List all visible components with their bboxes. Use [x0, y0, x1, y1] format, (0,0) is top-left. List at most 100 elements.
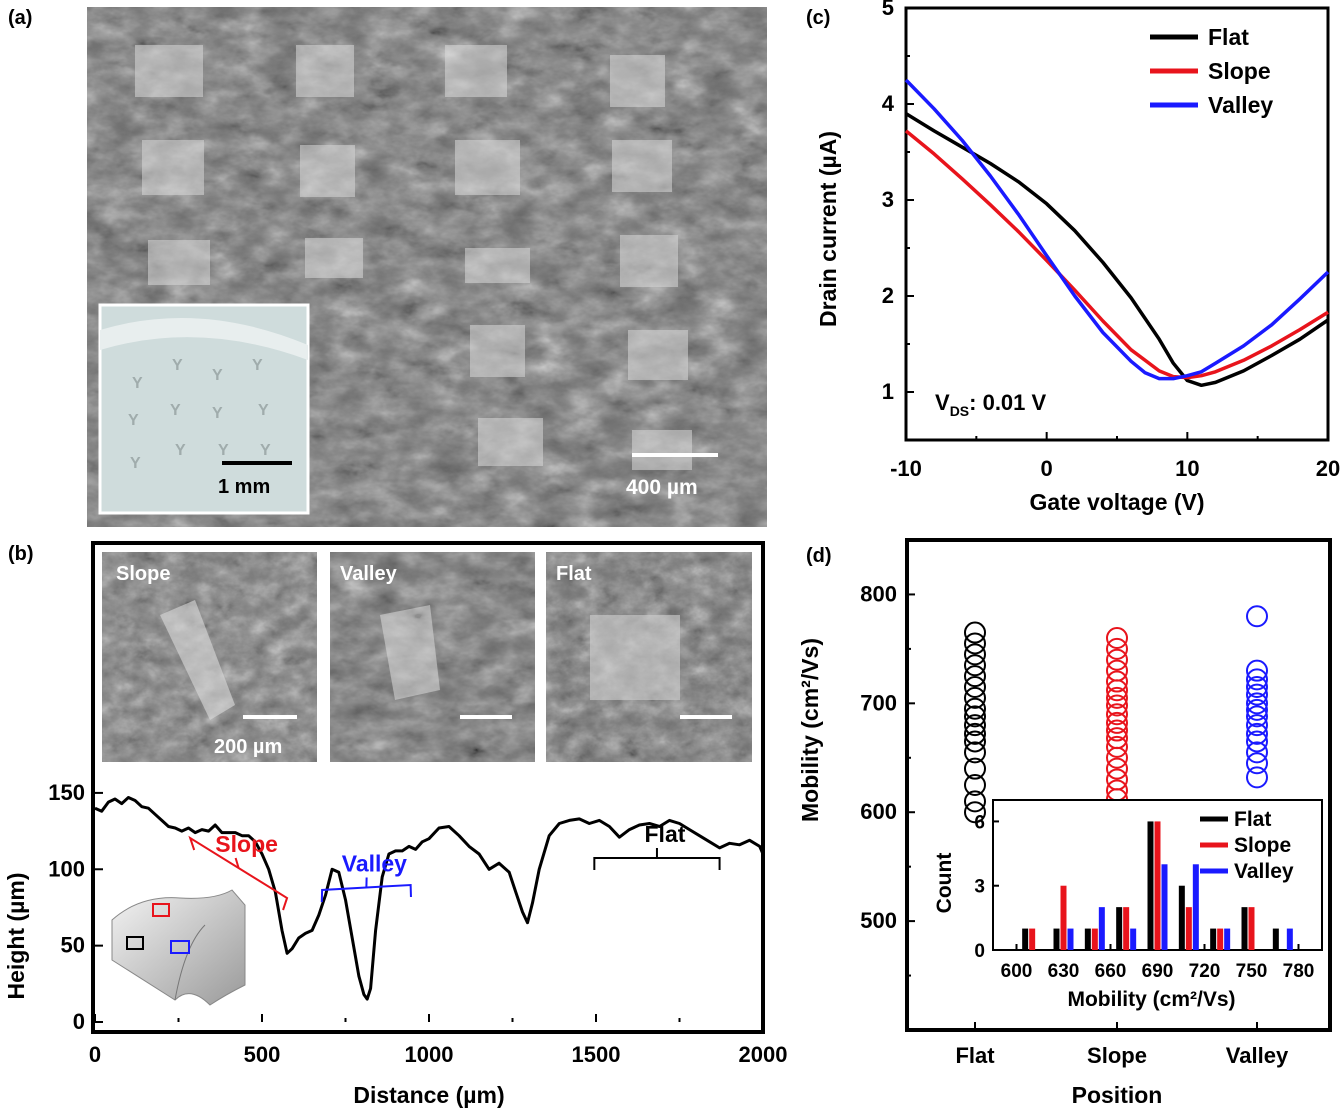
histogram-bar-valley: [1192, 864, 1199, 950]
inset-x-tick-label: 660: [1095, 961, 1127, 982]
micrograph-valley-label: Valley: [340, 563, 398, 585]
mobility-point-valley: [1246, 741, 1268, 764]
svg-text:Y: Y: [172, 357, 183, 374]
c-y-axis-label: Drain current (µA): [815, 131, 841, 327]
mobility-point-slope: [1106, 627, 1128, 649]
inset-legend-label-slope: Slope: [1234, 834, 1291, 857]
mobility-point-flat: [964, 801, 986, 824]
mobility-point-valley: [1246, 752, 1268, 775]
bracket-flat: [593, 857, 721, 870]
mobility-point-flat: [964, 654, 986, 677]
histogram-bar-slope: [1185, 907, 1192, 950]
height-profile-line: [94, 796, 765, 1001]
panel-b: (b) Slope 200 µm Valley Flat 0 500 1000 150…: [3, 541, 787, 1108]
mobility-point-valley: [1246, 766, 1268, 789]
c-y-tick-label: 5: [882, 0, 894, 20]
svg-text:Y: Y: [212, 367, 223, 384]
micrograph-scale-label: 200 µm: [214, 736, 282, 758]
b-x-tick-label: 1500: [572, 1042, 621, 1067]
d-frame: [905, 538, 1332, 1032]
histogram-bar-flat: [1022, 928, 1029, 950]
curve-slope: [904, 129, 1329, 380]
histogram-bar-flat: [1084, 928, 1091, 950]
svg-text:Y: Y: [258, 402, 269, 419]
histogram-bar-slope: [1091, 928, 1098, 950]
legend-label-slope: Slope: [1208, 58, 1271, 84]
mobility-point-slope: [1106, 735, 1128, 758]
panel-b-label: (b): [8, 543, 34, 565]
mobility-point-valley: [1246, 683, 1268, 706]
inset-x-tick-label: 630: [1048, 961, 1080, 982]
svg-text:Y: Y: [252, 357, 263, 374]
b-y-tick-label: 150: [48, 780, 85, 805]
histogram-bar-flat: [1053, 928, 1060, 950]
flat-marker-icon: [126, 936, 144, 950]
b-x-tick-label: 0: [89, 1042, 101, 1067]
mobility-point-valley: [1246, 676, 1268, 698]
mobility-point-slope: [1106, 703, 1128, 726]
bracket-tip-slope: [234, 857, 240, 869]
surface-schematic-icon: [111, 889, 246, 1006]
inset-x-tick-label: 600: [1001, 961, 1033, 982]
svg-text:Y: Y: [212, 405, 223, 422]
panel-a-label: (a): [8, 7, 32, 29]
mobility-point-flat: [964, 665, 986, 688]
svg-text:Y: Y: [175, 442, 186, 459]
histogram-bar-slope: [1154, 821, 1161, 950]
histogram-bar-flat: [1116, 907, 1123, 950]
mobility-point-flat: [964, 757, 986, 780]
histogram-bar-flat: [1147, 821, 1154, 950]
vds-annotation: VDS: 0.01 V: [935, 390, 1047, 419]
c-y-tick-label: 4: [882, 91, 895, 116]
b-x-tick-label: 500: [244, 1042, 281, 1067]
mobility-point-valley: [1246, 692, 1268, 715]
inset-y-tick-label: 6: [974, 812, 985, 833]
d-axes: 500 600 700 800 Flat Slope Valley Position Mobil…: [797, 538, 1332, 1108]
histogram-bar-flat: [1210, 928, 1217, 950]
slope-marker-icon: [152, 903, 170, 917]
c-y-tick-label: 1: [882, 379, 894, 404]
c-x-tick-label: -10: [890, 456, 922, 481]
histogram-bar-valley: [1161, 864, 1168, 950]
panel-c-label: (c): [806, 7, 830, 29]
b-plot: Slope Valley Flat: [94, 796, 765, 1001]
bracket-valley: [320, 883, 412, 903]
main-scale-bar: [632, 453, 718, 457]
device-pads: [135, 45, 692, 470]
mobility-point-valley: [1246, 659, 1268, 682]
b-x-tick-label: 2000: [739, 1042, 788, 1067]
curve-valley: [904, 78, 1330, 381]
inset-scale-label: 1 mm: [218, 476, 270, 498]
mobility-point-slope: [1106, 637, 1128, 660]
mobility-point-flat: [964, 697, 986, 720]
histogram-bar-valley: [1286, 928, 1293, 950]
c-legend: Flat Slope Valley: [1150, 24, 1273, 118]
legend-label-valley: Valley: [1208, 92, 1273, 118]
mobility-point-flat: [964, 705, 986, 728]
mobility-point-valley: [1246, 605, 1268, 628]
inset-x-tick-label: 720: [1189, 961, 1221, 982]
svg-text:Y: Y: [218, 442, 229, 459]
micrograph-slope-label: Slope: [116, 563, 170, 585]
b-axes: 0 500 1000 1500 2000 0 50 100 150 Distance (µm) He…: [3, 780, 787, 1108]
inset-x-tick-label: 780: [1283, 961, 1315, 982]
curve-flat: [905, 112, 1329, 388]
c-x-tick-label: 10: [1175, 456, 1199, 481]
panel-d: (d) 500 600 700 800 Flat Slope Valley Position M…: [797, 538, 1332, 1108]
histogram-bar-slope: [1123, 907, 1130, 950]
bracket-label-flat: Flat: [645, 821, 686, 847]
mobility-point-slope: [1106, 679, 1128, 702]
inset-y-tick-label: 3: [974, 877, 985, 898]
b-x-tick-label: 1000: [405, 1042, 454, 1067]
inset-legend-label-valley: Valley: [1234, 860, 1294, 883]
histogram-bar-flat: [1241, 907, 1248, 950]
d-x-axis-label: Position: [1072, 1082, 1163, 1108]
micrograph-flat: Flat: [546, 552, 752, 762]
panel-a: (a): [8, 7, 767, 527]
histogram-bar-slope: [1248, 907, 1255, 950]
c-x-axis-label: Gate voltage (V): [1029, 489, 1204, 515]
d-y-tick-label: 800: [860, 581, 897, 606]
mobility-point-valley: [1246, 714, 1268, 737]
c-x-tick-label: 0: [1041, 456, 1053, 481]
